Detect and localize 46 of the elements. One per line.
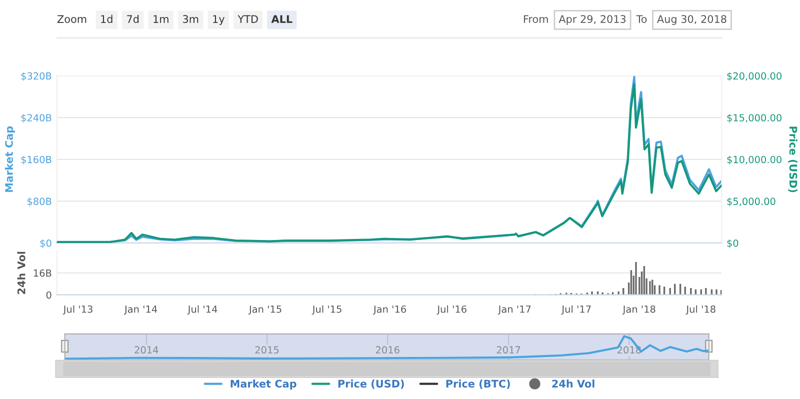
x-tick-label: Jan '15 — [248, 306, 282, 315]
text: 1y — [213, 15, 224, 25]
y2-tick-label: $10,000.00 — [727, 156, 782, 165]
y-tick-label: $240B — [21, 114, 52, 123]
x-tick-label: 2015 — [255, 346, 279, 354]
x-tick-label: Jan '17 — [498, 306, 531, 315]
y2-tick-label: $20,000.00 — [727, 72, 782, 81]
x-tick-label: Jul '16 — [436, 305, 466, 315]
y-tick-label: $80B — [28, 198, 52, 206]
x-tick-label: Jul '17 — [561, 305, 591, 315]
y2-tick-label: $0 — [727, 239, 738, 248]
text: ALL — [271, 15, 292, 23]
text: 1m — [154, 15, 168, 23]
y2-tick-label: $15,000.00 — [727, 114, 782, 123]
legend-label: Price (BTC) — [446, 380, 510, 389]
x-tick-label: Jan '16 — [372, 305, 406, 315]
x-tick-label: Jul '13 — [62, 305, 92, 315]
x-tick-label: Jul '14 — [187, 305, 218, 315]
y-axis-title: 24h Vol — [17, 252, 26, 294]
x-tick-label: Jul '15 — [312, 305, 342, 315]
text: From — [524, 15, 548, 23]
x-tick-label: Jan '18 — [622, 305, 656, 315]
y-tick-label: 16B — [34, 269, 52, 277]
text: Zoom — [57, 15, 86, 23]
y-tick-label: 0 — [46, 291, 52, 299]
legend-label: Price (USD) — [338, 380, 404, 389]
x-tick-label: 2017 — [496, 346, 520, 354]
x-tick-label: Jul '18 — [686, 305, 716, 315]
legend-label: Market Cap — [230, 380, 296, 390]
y-tick-label: $0 — [40, 239, 52, 248]
y2-axis-title: Price (USD) — [788, 126, 798, 192]
text: To — [636, 15, 647, 23]
text: 3m — [183, 15, 198, 23]
x-tick-label: Jan '14 — [124, 306, 158, 315]
y-tick-label: $160B — [21, 156, 52, 165]
y-tick-label: $320B — [21, 72, 52, 81]
legend-label: 24h Vol — [552, 380, 594, 388]
text: YTD — [238, 15, 258, 23]
text: Apr 29, 2013 — [558, 15, 626, 25]
x-tick-label: 2016 — [376, 346, 400, 354]
x-tick-label: 2014 — [134, 346, 158, 354]
text: 7d — [127, 14, 139, 23]
text: Aug 30, 2018 — [657, 15, 726, 25]
y2-tick-label: $5,000.00 — [727, 198, 776, 206]
y-axis-title: Market Cap — [4, 126, 15, 192]
text: 1d — [101, 14, 112, 23]
